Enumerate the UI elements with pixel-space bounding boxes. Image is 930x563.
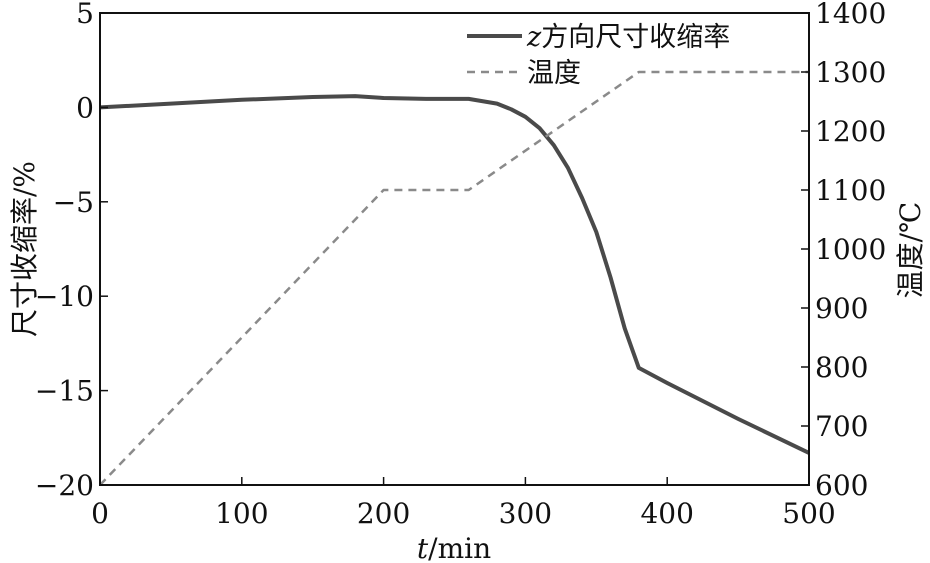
legend-label-temperature: 温度 [527,58,581,89]
tick-layer: 0 100 200 300 400 500 5 0 −5 −10 −15 −20 1400 1300 120… [35,0,886,530]
y-left-tick-label: −20 [35,469,94,502]
x-tick-label: 500 [782,497,835,530]
series-line-temperature [99,70,809,486]
legend: z方向尺寸收缩率 温度 [467,22,730,89]
y-right-tick-label: 900 [815,292,868,325]
y-left-tick-label: −5 [53,186,94,219]
x-tick-label: 100 [215,497,268,530]
plot-frame [99,12,810,486]
x-tick-label: 300 [499,497,552,530]
y-right-tick-label: 1200 [815,115,886,148]
y-right-axis-label: 温度/℃ [894,202,927,299]
y-left-tick-label: −15 [35,375,94,408]
y-left-axis-label: 尺寸收缩率/% [8,161,41,337]
y-right-tick-label: 1300 [815,56,886,89]
x-axis-label-var: t [417,532,429,563]
y-right-tick-label: 1400 [815,0,886,30]
legend-label-shrinkage-var: z [526,22,542,53]
y-right-tick-label: 800 [815,351,868,384]
y-left-tick-label: 5 [76,0,94,30]
x-tick-label: 200 [357,497,410,530]
legend-label-shrinkage: z方向尺寸收缩率 [526,22,730,53]
x-axis-label: t/min [417,532,491,563]
x-axis-label-unit: /min [428,532,491,563]
legend-label-shrinkage-text: 方向尺寸收缩率 [541,22,730,53]
series-line-shrinkage [99,94,810,455]
y-right-tick-label: 700 [815,410,868,443]
y-right-tick-label: 1100 [815,174,886,207]
x-tick-label: 0 [91,497,109,530]
y-left-tick-label: 0 [76,91,94,124]
y-right-tick-label: 1000 [815,233,886,266]
series-layer [99,70,810,486]
y-right-tick-label: 600 [815,469,868,502]
x-tick-label: 400 [640,497,693,530]
y-left-tick-label: −10 [35,280,94,313]
